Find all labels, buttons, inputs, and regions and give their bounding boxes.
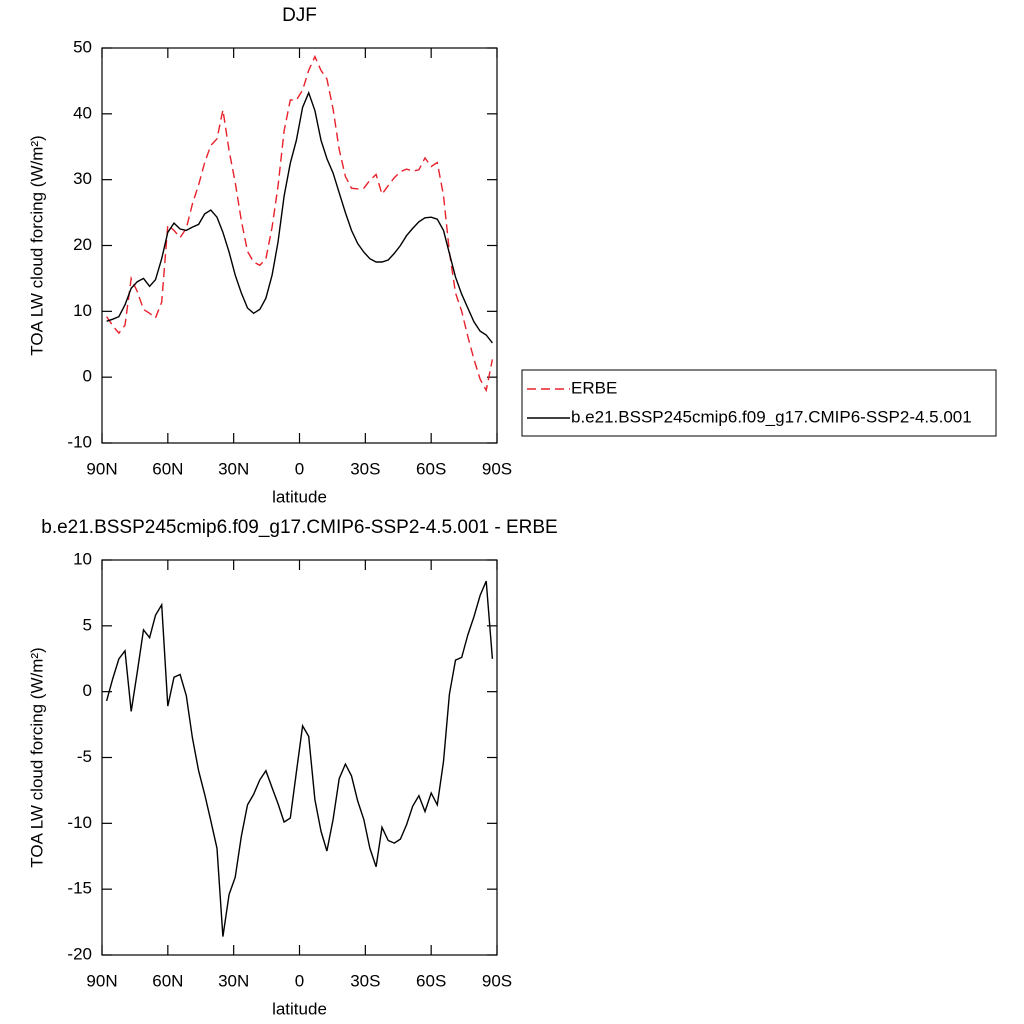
- y-tick-label: 10: [73, 301, 92, 320]
- x-tick-label: 30S: [350, 971, 380, 990]
- y-tick-label: 30: [73, 169, 92, 188]
- legend-label: ERBE: [571, 378, 617, 397]
- x-tick-label: 60S: [416, 971, 446, 990]
- data-line: [106, 54, 494, 393]
- x-axis-label: latitude: [272, 999, 327, 1018]
- x-tick-label: 30N: [218, 459, 249, 478]
- x-tick-label: 90S: [482, 459, 512, 478]
- plot-frame: [101, 47, 498, 444]
- x-tick-label: 0: [295, 459, 304, 478]
- y-tick-label: -10: [67, 813, 92, 832]
- chart-title: DJF: [282, 5, 317, 26]
- legend-box: [521, 369, 997, 437]
- y-tick-label: -20: [67, 944, 92, 963]
- data-line: [105, 580, 494, 937]
- x-axis-label: latitude: [272, 487, 327, 506]
- chart-title: b.e21.BSSP245cmip6.f09_g17.CMIP6-SSP2-4.…: [41, 517, 557, 538]
- y-tick-label: 0: [83, 367, 92, 386]
- x-tick-label: 60S: [416, 459, 446, 478]
- plot-frame: [101, 559, 498, 956]
- chart: DJF latitude TOA LW cloud forcing (W/m²) 90…: [27, 5, 997, 506]
- x-tick-label: 60N: [152, 459, 183, 478]
- data-line: [106, 90, 493, 344]
- y-tick-label: 50: [73, 37, 92, 56]
- chart: b.e21.BSSP245cmip6.f09_g17.CMIP6-SSP2-4.…: [27, 517, 557, 1018]
- x-tick-label: 30S: [350, 459, 380, 478]
- x-tick-label: 0: [295, 971, 304, 990]
- y-tick-label: 5: [83, 615, 92, 634]
- y-tick-label: 40: [73, 103, 92, 122]
- y-tick-label: -15: [67, 879, 92, 898]
- y-tick-label: 10: [73, 549, 92, 568]
- y-tick-label: -5: [77, 747, 92, 766]
- x-tick-label: 60N: [152, 971, 183, 990]
- y-axis-label: TOA LW cloud forcing (W/m²): [27, 135, 46, 355]
- legend-label: b.e21.BSSP245cmip6.f09_g17.CMIP6-SSP2-4.…: [571, 407, 972, 426]
- y-tick-label: 20: [73, 235, 92, 254]
- x-tick-label: 90S: [482, 971, 512, 990]
- x-tick-label: 90N: [86, 459, 117, 478]
- x-tick-label: 30N: [218, 971, 249, 990]
- y-axis-label: TOA LW cloud forcing (W/m²): [27, 647, 46, 867]
- y-tick-label: -10: [67, 432, 92, 451]
- x-tick-label: 90N: [86, 971, 117, 990]
- y-tick-label: 0: [83, 681, 92, 700]
